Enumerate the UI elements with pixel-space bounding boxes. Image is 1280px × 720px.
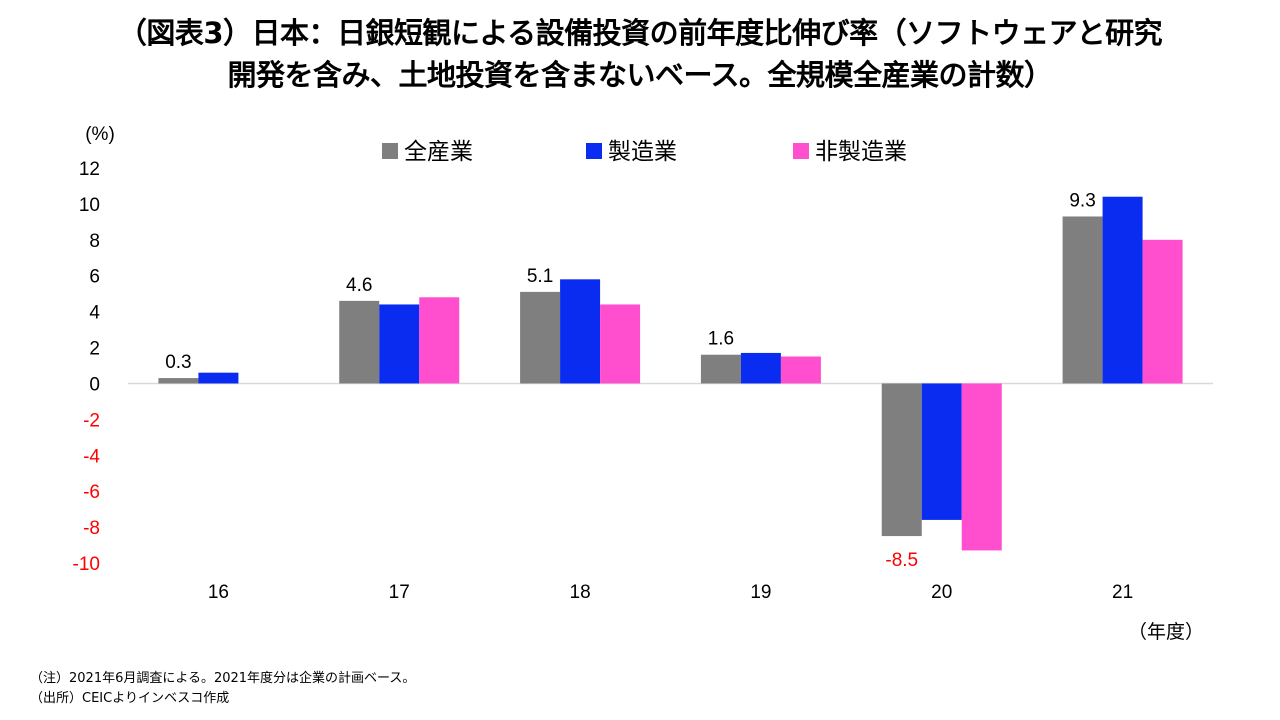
data-label: 4.6 xyxy=(346,275,372,296)
y-tick-label: 4 xyxy=(89,303,100,324)
chart-title-line-1: （図表3）日本：日銀短観による設備投資の前年度比伸び率（ソフトウェアと研究 xyxy=(117,16,1163,50)
chart-title-line-2: 開発を含み、土地投資を含まないベース。全規模全産業の計数） xyxy=(227,58,1053,92)
x-tick-label: 16 xyxy=(208,582,229,603)
y-tick-label: 2 xyxy=(89,339,100,360)
bar xyxy=(419,297,460,384)
data-label: 0.3 xyxy=(165,352,191,373)
y-tick-label: 12 xyxy=(79,159,100,180)
bar xyxy=(158,378,199,384)
y-tick-label: -4 xyxy=(83,446,100,467)
legend-swatch xyxy=(382,143,398,159)
data-label: 5.1 xyxy=(527,266,553,287)
bar xyxy=(780,356,821,384)
legend-label: 全産業 xyxy=(404,139,473,165)
bar xyxy=(520,291,561,384)
legend-swatch xyxy=(586,143,602,159)
y-tick-label: -2 xyxy=(83,410,100,431)
y-axis-unit-label: (%) xyxy=(85,124,115,145)
data-label: 9.3 xyxy=(1069,190,1095,211)
x-tick-label: 17 xyxy=(389,582,410,603)
footnote-note: （注）2021年6月調査による。2021年度分は企業の計画ベース。 xyxy=(30,671,416,686)
bar xyxy=(1062,216,1103,384)
y-tick-label: 8 xyxy=(89,231,100,252)
y-tick-label: 0 xyxy=(89,374,100,395)
bar xyxy=(700,354,741,384)
bar xyxy=(961,383,1002,551)
y-tick-label: 6 xyxy=(89,267,100,288)
legend-label: 製造業 xyxy=(608,139,677,165)
data-label: 1.6 xyxy=(708,329,734,350)
x-axis-unit-label: （年度） xyxy=(1128,621,1204,643)
y-tick-label: 10 xyxy=(79,195,100,216)
x-tick-label: 20 xyxy=(931,582,952,603)
data-label: -8.5 xyxy=(885,550,918,571)
bar xyxy=(560,279,601,384)
bar xyxy=(198,372,239,384)
legend-label: 非製造業 xyxy=(815,139,907,165)
bar xyxy=(379,304,420,384)
x-tick-label: 18 xyxy=(570,582,591,603)
bar xyxy=(600,304,641,384)
x-tick-label: 21 xyxy=(1112,582,1133,603)
x-tick-label: 19 xyxy=(750,582,771,603)
bar xyxy=(339,300,380,384)
footnote-source: （出所）CEICよりインベスコ作成 xyxy=(30,691,230,706)
bar xyxy=(740,352,781,384)
legend-swatch xyxy=(793,143,809,159)
bar xyxy=(881,383,922,537)
chart-title: （図表3）日本：日銀短観による設備投資の前年度比伸び率（ソフトウェアと研究 開発… xyxy=(0,12,1280,96)
y-tick-label: -10 xyxy=(73,554,100,575)
bar xyxy=(1142,239,1183,384)
bar xyxy=(1102,196,1143,384)
y-tick-label: -8 xyxy=(83,518,100,539)
y-tick-label: -6 xyxy=(83,482,100,503)
bar xyxy=(921,383,962,520)
